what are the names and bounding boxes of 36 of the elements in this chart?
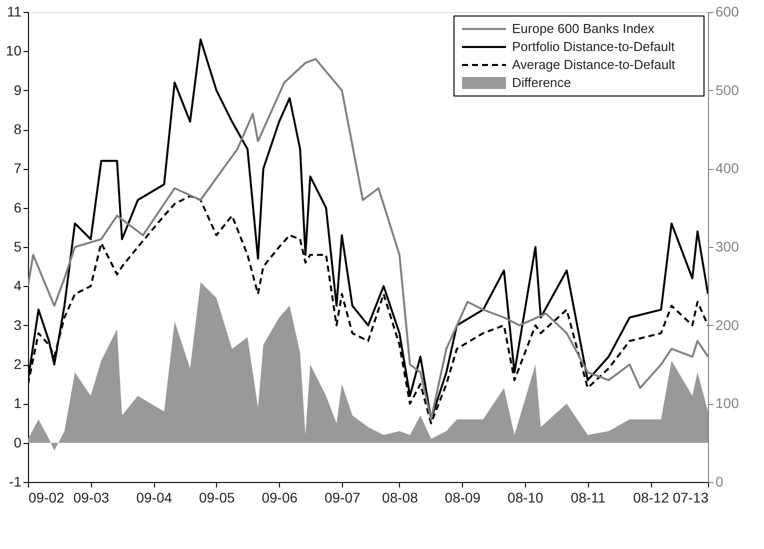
x-tick-label: 09-04 — [136, 490, 172, 506]
legend-label: Portfolio Distance-to-Default — [512, 39, 675, 54]
y2-tick-label: 0 — [716, 474, 724, 490]
y2-tick-label: 600 — [716, 4, 740, 20]
x-tick-label: 09-07 — [324, 490, 360, 506]
y-tick-label: 3 — [14, 316, 22, 333]
y-tick-label: 2 — [14, 356, 22, 372]
x-tick-label: 09-02 — [28, 490, 65, 506]
y2-tick-label: 100 — [716, 395, 740, 412]
y2-tick-label: 300 — [716, 238, 740, 254]
x-tick-label: 08-08 — [382, 490, 418, 506]
x-tick-label: 08-12 — [633, 490, 670, 506]
y-tick-label: 7 — [14, 160, 22, 176]
x-tick-label: 08-11 — [570, 490, 606, 506]
x-tick-label: 08-09 — [444, 490, 481, 506]
x-tick-label: 09-05 — [198, 490, 236, 506]
y-tick-label: 8 — [14, 121, 22, 137]
x-tick-label: 08-10 — [508, 490, 544, 506]
legend-label: Difference — [512, 75, 572, 90]
y-tick-label: 10 — [6, 42, 22, 59]
y2-tick-label: 400 — [716, 160, 740, 176]
legend-label: Average Distance-to-Default — [512, 57, 676, 72]
legend-label: Europe 600 Banks Index — [512, 21, 655, 36]
y2-tick-label: 200 — [716, 316, 740, 333]
y2-tick-label: 500 — [716, 82, 740, 98]
x-tick-label: 09-03 — [73, 490, 110, 506]
y-tick-label: 5 — [14, 238, 22, 254]
y-tick-label: 6 — [14, 199, 22, 216]
y-tick-label: 1 — [14, 395, 22, 412]
x-tick-label: 09-06 — [262, 490, 298, 506]
y-tick-label: -1 — [9, 474, 22, 490]
y-tick-label: 9 — [14, 82, 22, 98]
y-tick-label: 4 — [14, 278, 22, 294]
x-tick-label: 07-13 — [672, 490, 709, 506]
y-tick-label: 0 — [14, 434, 22, 450]
y-tick-label: 11 — [6, 4, 22, 20]
